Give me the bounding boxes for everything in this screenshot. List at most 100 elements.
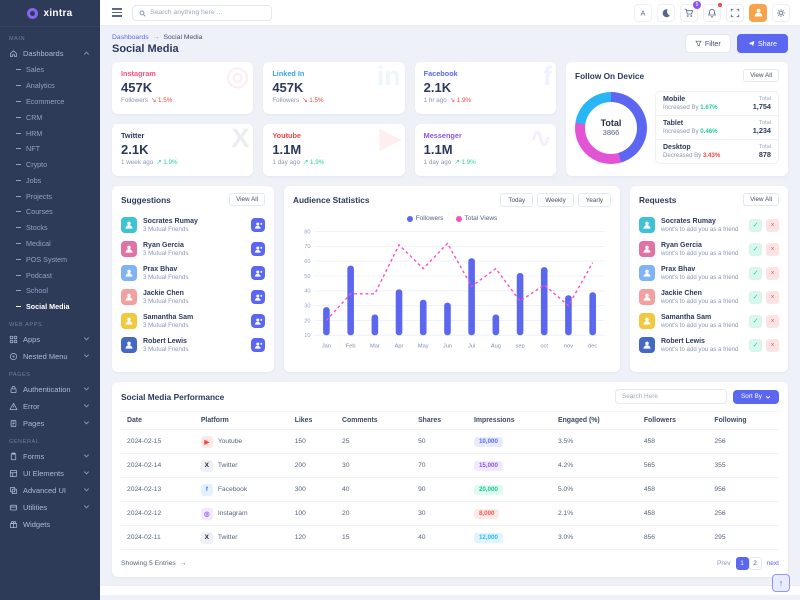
device-view-all-button[interactable]: View All bbox=[743, 69, 779, 82]
period-button-yearly[interactable]: Yearly bbox=[577, 193, 611, 207]
followers-bar-Feb[interactable] bbox=[347, 265, 354, 336]
sidebar-item-stocks[interactable]: Stocks bbox=[0, 220, 100, 236]
followers-bar-dec[interactable] bbox=[589, 292, 596, 336]
sidebar-item-medical[interactable]: Medical bbox=[0, 236, 100, 252]
scroll-top-button[interactable]: ↑ bbox=[772, 574, 790, 592]
add-friend-button[interactable] bbox=[251, 242, 265, 256]
sidebar-item-ui-elements[interactable]: UI Elements bbox=[0, 465, 100, 482]
hamburger-menu-icon[interactable] bbox=[110, 6, 124, 18]
accept-request-button[interactable]: ✓ bbox=[749, 242, 762, 256]
sidebar-item-social-media[interactable]: Social Media bbox=[0, 299, 100, 315]
followers-bar-nov[interactable] bbox=[565, 295, 572, 336]
sidebar-item-nft[interactable]: NFT bbox=[0, 141, 100, 157]
stat-card-youtube[interactable]: Youtube 1.1M 1 day ago ↗ 1.9% ▶ bbox=[263, 124, 405, 176]
accept-request-button[interactable]: ✓ bbox=[749, 338, 762, 352]
followers-bar-Aug[interactable] bbox=[492, 314, 500, 336]
stat-card-facebook[interactable]: Facebook 2.1K 1 hr ago ↘ 1.9% f bbox=[414, 62, 556, 114]
sidebar-item-projects[interactable]: Projects bbox=[0, 188, 100, 204]
sidebar-item-apps[interactable]: Apps bbox=[0, 331, 100, 348]
logo[interactable]: xintra bbox=[0, 0, 100, 27]
followers-bar-Jan[interactable] bbox=[323, 307, 330, 336]
suggestions-view-all-button[interactable]: View All bbox=[229, 193, 265, 206]
sidebar-item-sales[interactable]: Sales bbox=[0, 62, 100, 78]
user-avatar[interactable] bbox=[749, 3, 767, 22]
dark-mode-moon-icon[interactable] bbox=[657, 3, 675, 22]
audience-statistics-title: Audience Statistics bbox=[293, 195, 370, 205]
sidebar-item-dashboards[interactable]: Dashboards bbox=[0, 45, 100, 62]
translate-icon[interactable]: A bbox=[634, 3, 652, 22]
pagination-next[interactable]: next bbox=[766, 560, 779, 567]
sidebar-item-hrm[interactable]: HRM bbox=[0, 125, 100, 141]
sidebar-item-utilities[interactable]: Utilities bbox=[0, 499, 100, 516]
sidebar-item-crypto[interactable]: Crypto bbox=[0, 157, 100, 173]
decline-request-button[interactable]: × bbox=[766, 314, 779, 328]
fullscreen-icon[interactable] bbox=[726, 3, 744, 22]
sidebar-item-jobs[interactable]: Jobs bbox=[0, 172, 100, 188]
filter-button[interactable]: Filter bbox=[684, 34, 731, 53]
stat-card-platform: Linked In bbox=[272, 69, 305, 78]
stat-card-instagram[interactable]: Instagram 457K Followers ↘ 1.5% ◎ bbox=[112, 62, 254, 114]
decline-request-button[interactable]: × bbox=[766, 290, 779, 304]
cart-icon[interactable]: 5 bbox=[680, 0, 701, 22]
followers-bar-oct[interactable] bbox=[540, 267, 548, 336]
accept-request-button[interactable]: ✓ bbox=[749, 266, 762, 280]
sidebar-item-nested-menu[interactable]: Nested Menu bbox=[0, 348, 100, 365]
audience-chart: 10 20 30 40 50 60 70 80 Jan Feb Mar Apr May Jun Jul Aug… bbox=[304, 229, 605, 350]
add-friend-button[interactable] bbox=[251, 266, 265, 280]
decline-request-button[interactable]: × bbox=[766, 338, 779, 352]
pagination-prev[interactable]: Prev bbox=[716, 560, 731, 567]
apps-icon bbox=[9, 335, 18, 344]
sort-by-button[interactable]: Sort By bbox=[733, 389, 779, 404]
request-actions: ✓ × bbox=[749, 266, 779, 280]
decline-request-button[interactable]: × bbox=[766, 242, 779, 256]
sidebar-item-ecommerce[interactable]: Ecommerce bbox=[0, 94, 100, 110]
sidebar-item-authentication[interactable]: Authentication bbox=[0, 381, 100, 398]
stat-card-linked-in[interactable]: Linked In 457K Followers ↘ 1.5% in bbox=[263, 62, 405, 114]
sidebar-item-podcast[interactable]: Podcast bbox=[0, 267, 100, 283]
pagination-page-1[interactable]: 1 bbox=[735, 557, 749, 570]
legend-item-total-views[interactable]: Total Views bbox=[455, 215, 497, 222]
sidebar-item-forms[interactable]: Forms bbox=[0, 448, 100, 465]
sidebar-item-pages[interactable]: Pages bbox=[0, 415, 100, 432]
add-friend-button[interactable] bbox=[251, 218, 265, 232]
dash-bullet bbox=[16, 148, 21, 150]
period-button-today[interactable]: Today bbox=[500, 193, 534, 207]
person-info: Ryan Gercia wont's to add you as a friend bbox=[661, 242, 743, 257]
accept-request-button[interactable]: ✓ bbox=[749, 314, 762, 328]
followers-bar-Jul[interactable] bbox=[468, 258, 475, 336]
sidebar-item-widgets[interactable]: Widgets bbox=[0, 516, 100, 533]
sidebar-item-school[interactable]: School bbox=[0, 283, 100, 299]
decline-request-button[interactable]: × bbox=[766, 218, 779, 232]
sidebar-item-crm[interactable]: CRM bbox=[0, 109, 100, 125]
followers-bar-Mar[interactable] bbox=[371, 314, 379, 336]
sidebar-item-advanced-ui[interactable]: Advanced UI bbox=[0, 482, 100, 499]
add-friend-button[interactable] bbox=[251, 290, 265, 304]
followers-bar-Apr[interactable] bbox=[395, 289, 403, 336]
requests-view-all-button[interactable]: View All bbox=[743, 193, 779, 206]
sidebar-item-pos-system[interactable]: POS System bbox=[0, 251, 100, 267]
breadcrumb-dashboards-link[interactable]: Dashboards bbox=[112, 34, 149, 41]
settings-gear-icon[interactable] bbox=[772, 3, 790, 22]
decline-request-button[interactable]: × bbox=[766, 266, 779, 280]
period-button-weekly[interactable]: Weekly bbox=[537, 193, 574, 207]
followers-bar-May[interactable] bbox=[419, 299, 427, 336]
share-button[interactable]: Share bbox=[736, 34, 788, 53]
sidebar-item-courses[interactable]: Courses bbox=[0, 204, 100, 220]
sidebar-item-analytics[interactable]: Analytics bbox=[0, 78, 100, 94]
notifications-bell-icon[interactable] bbox=[703, 2, 722, 22]
followers-bar-sep[interactable] bbox=[516, 273, 524, 336]
legend-item-followers[interactable]: Followers bbox=[406, 215, 444, 222]
stat-card-messenger[interactable]: Messenger 1.1M 1 day ago ↗ 1.9% ∿ bbox=[414, 124, 556, 176]
stat-card-twitter[interactable]: Twitter 2.1K 1 week ago ↗ 1.9% X bbox=[112, 124, 254, 176]
avatar bbox=[639, 265, 655, 281]
table-search-input[interactable] bbox=[615, 389, 728, 404]
followers-bar-Jun[interactable] bbox=[444, 302, 451, 336]
accept-request-button[interactable]: ✓ bbox=[749, 218, 762, 232]
accept-request-button[interactable]: ✓ bbox=[749, 290, 762, 304]
search-input[interactable] bbox=[150, 9, 265, 16]
add-friend-button[interactable] bbox=[251, 338, 265, 352]
sidebar-item-error[interactable]: Error bbox=[0, 398, 100, 415]
pagination-page-2[interactable]: 2 bbox=[748, 557, 762, 570]
add-friend-button[interactable] bbox=[251, 314, 265, 328]
